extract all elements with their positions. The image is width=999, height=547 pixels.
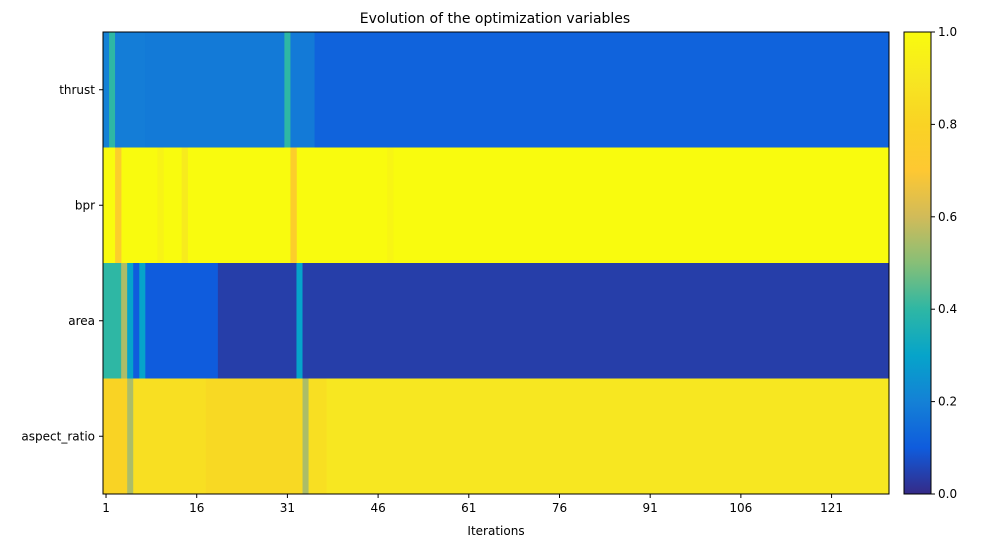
heatmap-cell (302, 378, 309, 494)
heatmap-cell (290, 32, 315, 148)
heatmap-cell (302, 263, 890, 379)
heatmap-cell (181, 147, 188, 263)
heatmap-cell (133, 378, 207, 494)
y-tick-label: bpr (75, 198, 95, 212)
y-tick-label: aspect_ratio (21, 429, 95, 443)
x-axis-label: Iterations (467, 524, 524, 538)
heatmap-cell (121, 263, 128, 379)
heatmap-cell (314, 32, 890, 148)
heatmap-cell (103, 263, 122, 379)
x-tick-label: 106 (729, 501, 752, 515)
heatmap-row-bpr (103, 147, 889, 263)
colorbar-tick-label: 0.6 (938, 210, 957, 224)
x-tick-label: 91 (643, 501, 658, 515)
heatmap-cell (109, 32, 116, 148)
chart-title: Evolution of the optimization variables (360, 11, 630, 27)
x-tick-label: 16 (189, 501, 204, 515)
colorbar-tick-label: 0.4 (938, 302, 957, 316)
colorbar-tick-label: 1.0 (938, 25, 957, 39)
colorbar (904, 32, 931, 494)
colorbar-axis: 0.0 0.2 0.4 0.6 0.8 1.0 (931, 25, 957, 501)
colorbar-tick-label: 0.2 (938, 395, 957, 409)
plot-frame (102, 31, 890, 495)
heatmap-cell (326, 378, 890, 494)
heatmap-cell (157, 147, 164, 263)
x-tick-label: 121 (820, 501, 843, 515)
y-tick-label: thrust (59, 83, 95, 97)
y-axis: thrust bpr area aspect_ratio (21, 83, 103, 443)
heatmap-cell (387, 147, 394, 263)
x-tick-label: 1 (102, 501, 110, 515)
heatmap-cell (103, 32, 110, 148)
heatmap-cell (284, 32, 291, 148)
x-tick-label: 76 (552, 501, 567, 515)
heatmap-cell (127, 378, 134, 494)
x-axis: 1 16 31 46 61 76 91 106 121 (102, 494, 843, 515)
heatmap-cell (290, 147, 297, 263)
heatmap-cell (145, 263, 219, 379)
heatmap-cells (103, 32, 890, 494)
colorbar-frame (903, 31, 932, 495)
heatmap-cell (296, 263, 303, 379)
x-tick-label: 46 (370, 501, 385, 515)
heatmap-cell (103, 378, 128, 494)
heatmap-cell (133, 263, 140, 379)
colorbar-tick-label: 0.0 (938, 487, 957, 501)
heatmap-cell (145, 32, 285, 148)
heatmap-cell (217, 263, 297, 379)
heatmap-cell (115, 147, 122, 263)
heatmap-cell (308, 378, 328, 494)
heatmap-cell (115, 32, 146, 148)
x-tick-label: 31 (280, 501, 295, 515)
x-tick-label: 61 (461, 501, 476, 515)
colorbar-tick-label: 0.8 (938, 117, 957, 131)
heatmap-cell (127, 263, 134, 379)
y-tick-label: area (68, 314, 95, 328)
heatmap-cell (139, 263, 146, 379)
heatmap-cell (205, 378, 303, 494)
